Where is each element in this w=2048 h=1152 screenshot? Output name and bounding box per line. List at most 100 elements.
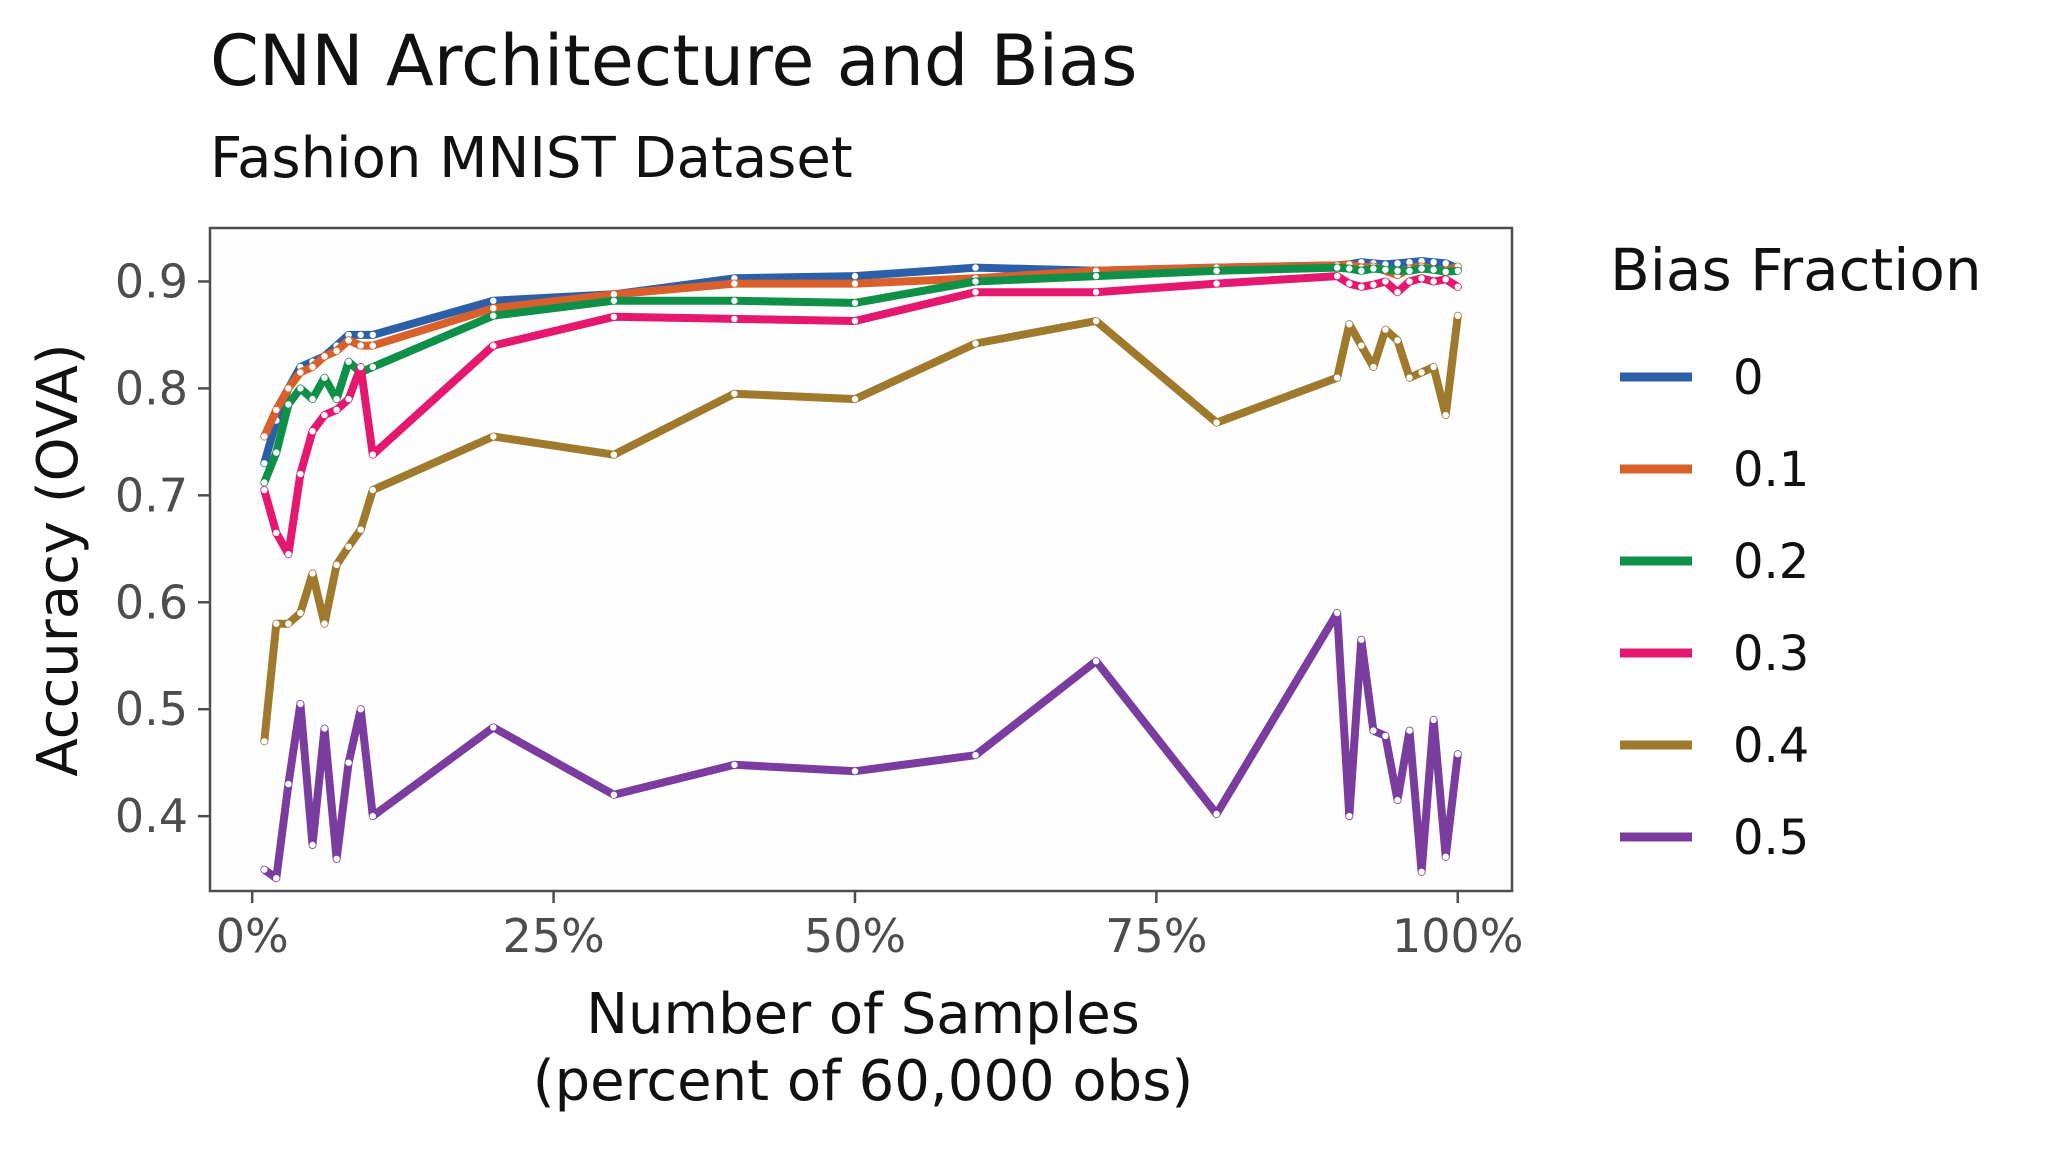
- plot-border: [208, 226, 1514, 893]
- data-point: [1213, 280, 1220, 287]
- data-point: [1358, 283, 1365, 290]
- data-point: [345, 337, 352, 344]
- data-point: [490, 433, 497, 440]
- data-point: [1418, 265, 1425, 272]
- data-point: [1358, 267, 1365, 274]
- data-point: [1454, 750, 1462, 758]
- series-0.5: [260, 609, 1462, 883]
- legend-label: 0.1: [1733, 442, 1809, 498]
- data-point: [1442, 853, 1449, 860]
- data-point: [321, 620, 328, 627]
- data-point: [1394, 337, 1401, 344]
- data-point: [1346, 280, 1353, 287]
- data-point: [490, 305, 497, 312]
- data-point: [1370, 363, 1377, 371]
- data-point: [490, 724, 497, 731]
- data-point: [369, 451, 376, 458]
- data-point: [345, 759, 352, 766]
- data-point: [731, 390, 738, 397]
- data-point: [972, 340, 979, 347]
- data-point: [1394, 267, 1401, 274]
- data-point: [1406, 259, 1413, 266]
- series-line-0.4: [260, 311, 1462, 746]
- data-point: [345, 331, 352, 339]
- chart-title: CNN Architecture and Bias: [210, 20, 1137, 102]
- data-point: [1406, 374, 1413, 381]
- data-point: [357, 331, 364, 339]
- data-point: [1442, 276, 1449, 283]
- data-point: [1382, 266, 1389, 273]
- legend-item-0.2: 0.2: [1620, 534, 1809, 590]
- y-tick-label: 0.6: [115, 575, 188, 629]
- data-point: [1334, 272, 1341, 280]
- data-point: [1382, 732, 1389, 740]
- data-point: [972, 264, 979, 271]
- legend-item-0.1: 0.1: [1620, 442, 1809, 498]
- data-point: [357, 363, 364, 371]
- data-point: [1370, 727, 1377, 734]
- x-axis-label-note: (percent of 60,000 obs): [533, 1049, 1194, 1114]
- data-point: [321, 353, 328, 360]
- data-point: [297, 385, 304, 392]
- data-point: [851, 299, 859, 307]
- data-point: [1442, 268, 1449, 275]
- y-tick-label: 0.4: [115, 789, 188, 843]
- data-point: [851, 280, 859, 287]
- data-point: [357, 526, 364, 533]
- data-point: [1213, 267, 1220, 274]
- data-point: [610, 451, 618, 458]
- data-point: [285, 385, 292, 392]
- x-tick-label: 25%: [502, 909, 604, 963]
- x-axis: 0% 25% 50% 75% 100%: [216, 891, 1524, 963]
- series-0.3: [260, 272, 1462, 559]
- data-point: [972, 278, 979, 285]
- data-point: [972, 289, 979, 296]
- data-point: [261, 479, 268, 486]
- data-point: [369, 486, 376, 494]
- y-tick-label: 0.8: [115, 361, 188, 415]
- data-point: [261, 866, 268, 873]
- legend-label: 0.5: [1733, 810, 1809, 866]
- legend-label: 0.3: [1733, 626, 1809, 682]
- series-line-0.5: [260, 609, 1462, 883]
- data-point: [1430, 716, 1437, 724]
- data-point: [490, 342, 497, 349]
- data-point: [297, 470, 304, 478]
- data-point: [490, 297, 497, 304]
- legend-label: 0: [1733, 350, 1764, 406]
- series-0.2: [260, 263, 1462, 487]
- data-point: [1430, 259, 1437, 266]
- data-point: [1418, 868, 1425, 875]
- data-point: [490, 312, 497, 319]
- data-point: [273, 529, 280, 536]
- data-point: [1430, 266, 1437, 273]
- data-point: [1370, 281, 1377, 288]
- data-point: [309, 841, 316, 849]
- data-point: [297, 369, 304, 376]
- series-line-0.3: [260, 272, 1462, 559]
- data-point: [1430, 363, 1437, 371]
- data-point: [261, 738, 268, 745]
- data-point: [309, 395, 316, 403]
- data-point: [1406, 278, 1413, 285]
- data-point: [345, 358, 352, 365]
- data-point: [345, 395, 352, 403]
- data-point: [285, 780, 292, 788]
- data-point: [1382, 326, 1389, 333]
- legend-label: 0.4: [1733, 718, 1809, 774]
- data-point: [273, 406, 280, 413]
- chart-subtitle: Fashion MNIST Dataset: [210, 126, 853, 191]
- legend-item-0: 0: [1620, 350, 1764, 406]
- data-point: [731, 297, 738, 304]
- y-tick-label: 0.5: [115, 682, 188, 736]
- data-point: [273, 875, 280, 882]
- data-point: [1430, 278, 1437, 285]
- y-axis-label: Accuracy (OVA): [26, 343, 91, 776]
- data-point: [1334, 609, 1341, 617]
- data-point: [1418, 257, 1425, 265]
- legend-item-0.4: 0.4: [1620, 718, 1809, 774]
- data-point: [851, 768, 859, 775]
- data-point: [1334, 374, 1341, 381]
- data-point: [1334, 264, 1341, 271]
